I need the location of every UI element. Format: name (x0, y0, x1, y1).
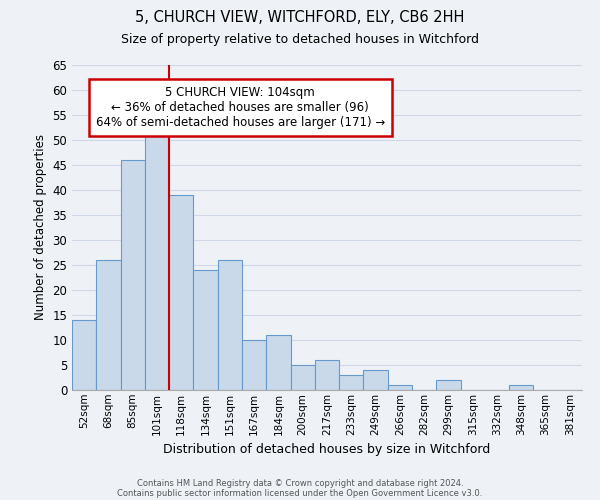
Bar (364, 370, 388, 390)
Text: Size of property relative to detached houses in Witchford: Size of property relative to detached ho… (121, 32, 479, 46)
Bar (436, 380, 461, 390)
Text: 5 CHURCH VIEW: 104sqm
← 36% of detached houses are smaller (96)
64% of semi-deta: 5 CHURCH VIEW: 104sqm ← 36% of detached … (95, 86, 385, 129)
Text: Contains HM Land Registry data © Crown copyright and database right 2024.: Contains HM Land Registry data © Crown c… (137, 478, 463, 488)
Bar (145, 130, 169, 390)
Y-axis label: Number of detached properties: Number of detached properties (34, 134, 47, 320)
Bar (388, 385, 412, 390)
Bar (96, 260, 121, 390)
Bar (72, 320, 96, 390)
Bar (169, 195, 193, 390)
Bar (218, 260, 242, 390)
Bar (242, 340, 266, 390)
Bar (315, 360, 339, 390)
Bar (290, 365, 315, 390)
Text: 5, CHURCH VIEW, WITCHFORD, ELY, CB6 2HH: 5, CHURCH VIEW, WITCHFORD, ELY, CB6 2HH (136, 10, 464, 25)
Bar (193, 270, 218, 390)
Bar (339, 375, 364, 390)
X-axis label: Distribution of detached houses by size in Witchford: Distribution of detached houses by size … (163, 443, 491, 456)
Bar (266, 335, 290, 390)
Text: Contains public sector information licensed under the Open Government Licence v3: Contains public sector information licen… (118, 488, 482, 498)
Bar (509, 385, 533, 390)
Bar (121, 160, 145, 390)
